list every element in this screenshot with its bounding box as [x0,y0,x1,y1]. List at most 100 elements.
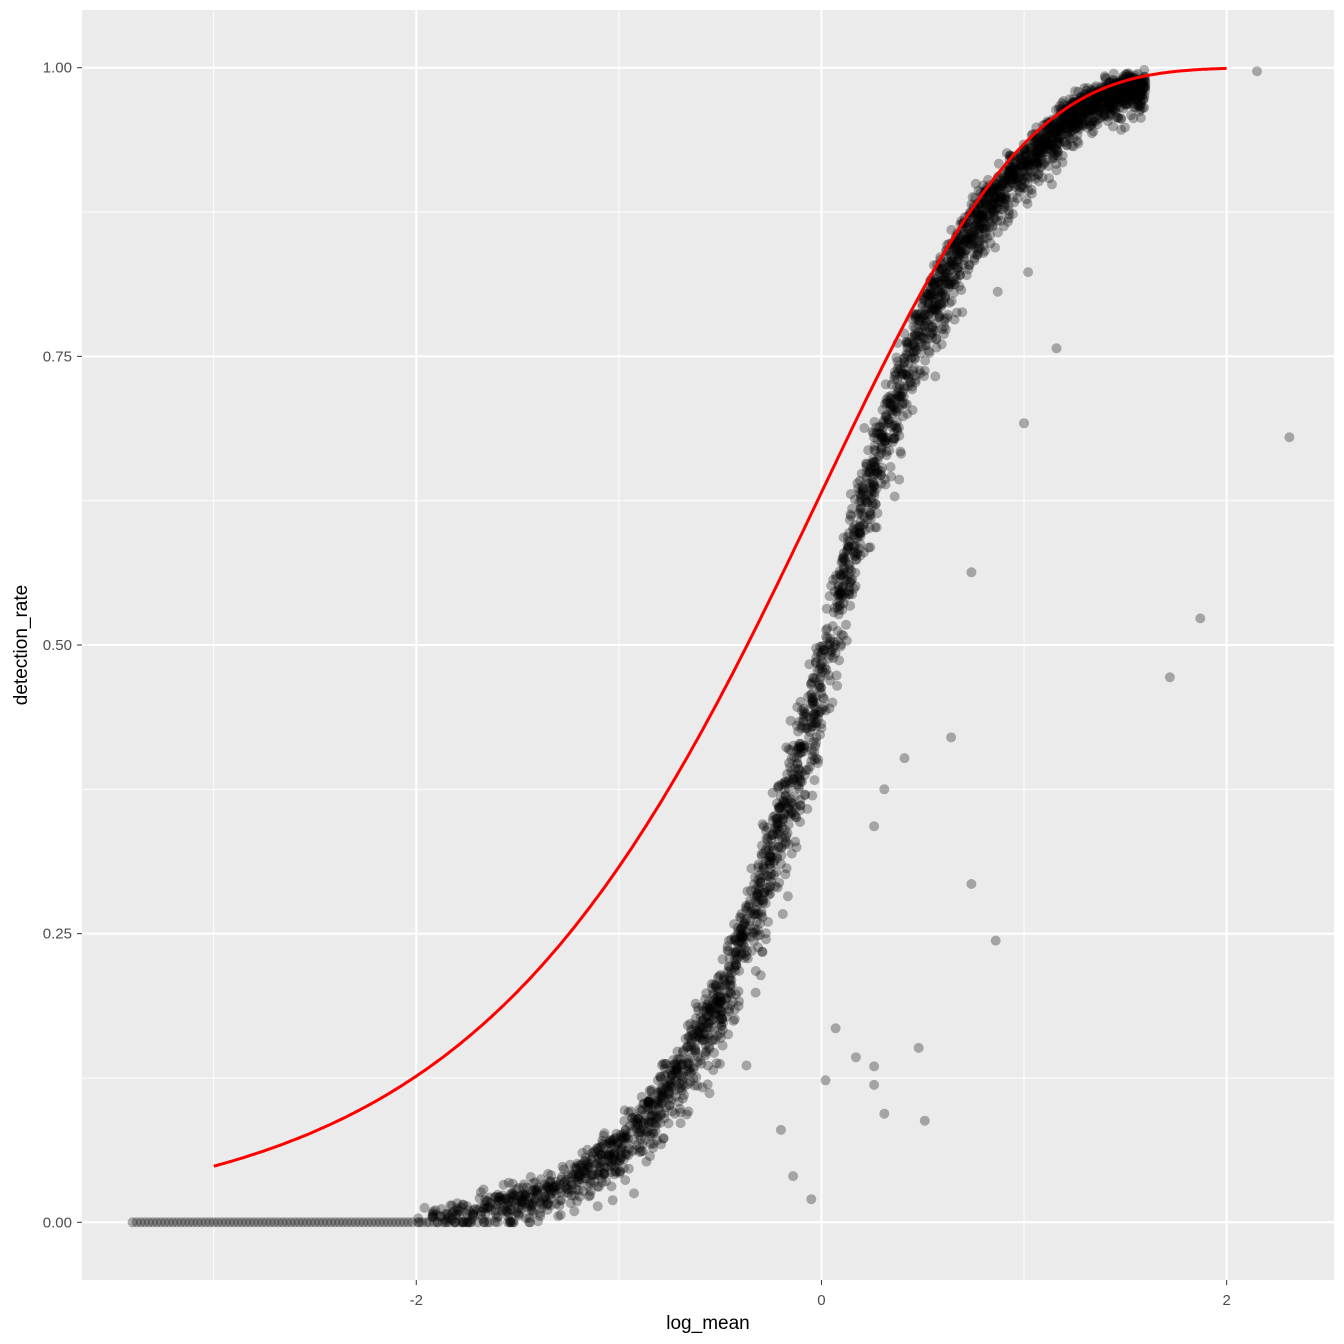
data-point [480,1194,491,1205]
data-point [503,1217,513,1228]
data-point [493,1196,504,1207]
data-point [1045,140,1056,151]
data-point [1028,160,1039,171]
data-point [816,723,827,734]
data-point [1055,117,1066,128]
data-point [834,655,845,666]
data-point [931,334,942,345]
data-point [915,315,925,326]
data-point [1113,94,1124,104]
data-point [756,840,767,851]
data-point [910,313,921,324]
data-point [605,1167,616,1178]
data-point [604,1138,615,1148]
data-point [913,319,924,330]
data-point [1128,98,1139,109]
data-point [925,285,936,295]
data-point [927,287,938,297]
data-point [1051,343,1062,354]
data-point [943,309,953,320]
data-point [1032,149,1043,160]
data-point [634,1143,645,1153]
data-point [953,235,964,246]
data-point [987,187,998,198]
data-point [1016,175,1027,186]
data-point [985,186,996,197]
data-point [973,232,984,243]
data-point [923,319,934,330]
data-point [533,1216,544,1227]
data-point [876,478,887,489]
data-point [962,233,973,244]
data-point [1087,105,1097,116]
data-point [812,758,823,769]
data-point [827,621,838,632]
data-point [785,762,796,773]
data-point [1011,166,1022,177]
data-point [753,862,764,873]
data-point [796,747,807,758]
data-point [966,228,977,239]
data-point [1022,155,1033,166]
data-point [772,824,783,835]
data-point [1119,85,1129,95]
data-point [685,1018,696,1029]
data-point [493,1211,504,1222]
data-point [793,749,804,759]
data-point [485,1197,496,1208]
data-point [462,1217,473,1228]
data-point [594,1167,605,1177]
data-point [520,1189,531,1200]
data-point [540,1185,551,1196]
data-point [867,426,878,437]
data-point [615,1150,626,1161]
data-point [930,318,941,329]
data-point [755,918,766,929]
data-point [823,639,834,650]
data-point [469,1205,479,1216]
data-point [619,1105,630,1116]
data-point [889,371,900,381]
data-point [665,1065,676,1076]
data-point [644,1116,655,1127]
data-point [757,865,767,876]
data-point [1068,108,1079,119]
data-point [619,1154,630,1164]
data-point [1024,157,1035,168]
data-point [725,981,735,992]
data-point [763,871,774,882]
data-point [1035,148,1046,159]
data-point [791,842,802,853]
data-point [1091,99,1102,110]
data-point [748,928,759,938]
data-point [1052,138,1063,149]
data-point [903,337,914,348]
data-point [821,631,831,642]
data-point [614,1166,625,1177]
data-point [979,216,990,227]
data-point [733,986,744,997]
data-point [996,180,1007,191]
data-point [1083,108,1094,119]
data-point [1033,144,1044,155]
data-point [1021,148,1032,158]
data-point [600,1148,611,1159]
data-point [1128,89,1139,100]
data-point [1100,110,1111,121]
data-point [1029,154,1040,165]
data-point [897,387,908,398]
data-point [596,1150,607,1161]
data-point [685,1076,696,1087]
data-point [656,1090,667,1101]
data-point [1087,101,1098,111]
data-point [653,1104,664,1115]
data-point [463,1217,474,1228]
data-point [929,293,940,304]
data-point [773,829,784,840]
data-point [949,279,959,290]
data-point [963,233,974,244]
data-point [913,1042,924,1053]
data-point [959,237,970,248]
data-point [1127,82,1138,93]
data-point [1125,80,1135,91]
